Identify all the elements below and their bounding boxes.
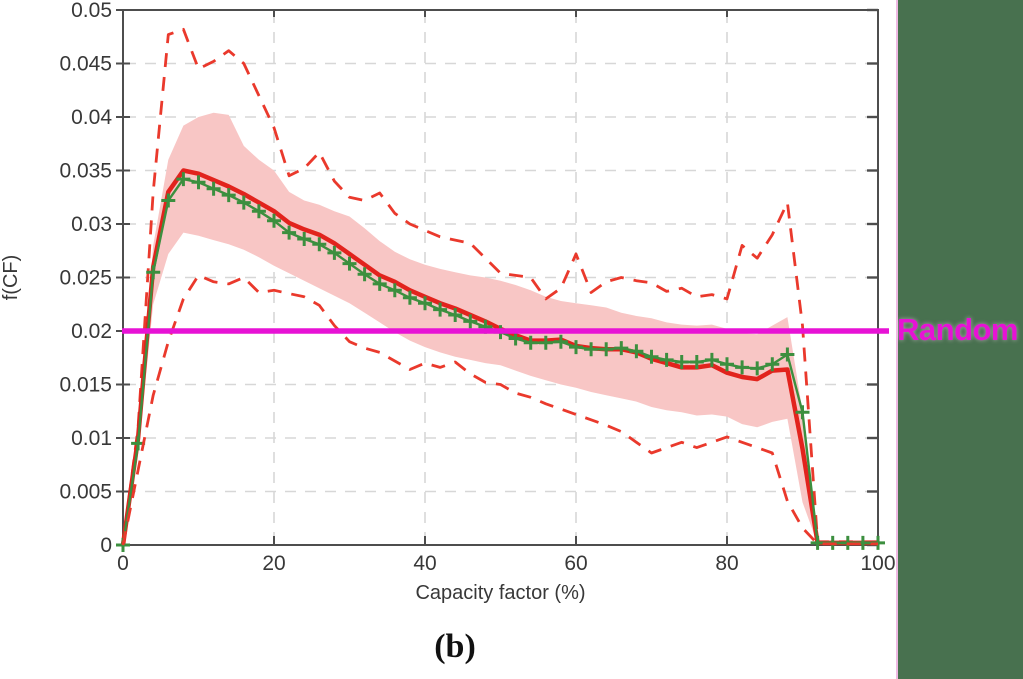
x-tick-label: 40 [413,552,436,575]
x-tick-label: 80 [715,552,738,575]
y-tick-label: 0.025 [59,267,112,290]
random-reference-label: Random [897,312,1019,347]
x-tick-label: 20 [262,552,285,575]
y-tick-label: 0.03 [71,213,112,236]
series-layer [116,27,885,552]
y-tick-label: 0.015 [59,374,112,397]
x-tick-label: 60 [564,552,587,575]
y-tick-label: 0.005 [59,481,112,504]
slide-edge-strip [896,0,1023,679]
lower-envelope-min [121,273,878,546]
gridlines [125,12,876,543]
axis-labels-layer: 0 20 40 60 80 100 0 0.005 0.01 0.015 0.02 0.025 0.03… [0,0,896,604]
y-tick-label: 0.035 [59,160,112,183]
y-tick-label: 0.04 [71,106,112,129]
y-tick-label: 0.05 [71,0,112,22]
x-axis-title: Capacity factor (%) [415,582,585,604]
y-tick-label: 0.02 [71,320,112,343]
figure-caption: (b) [434,628,476,665]
x-tick-label: 100 [860,552,895,575]
upper-envelope-max [121,27,878,546]
y-tick-label: 0.045 [59,53,112,76]
y-tick-label: 0 [100,534,112,557]
y-tick-label: 0.01 [71,427,112,450]
plot-border [122,9,879,546]
y-axis-title: f(CF) [0,255,22,301]
x-tick-label: 0 [117,552,129,575]
